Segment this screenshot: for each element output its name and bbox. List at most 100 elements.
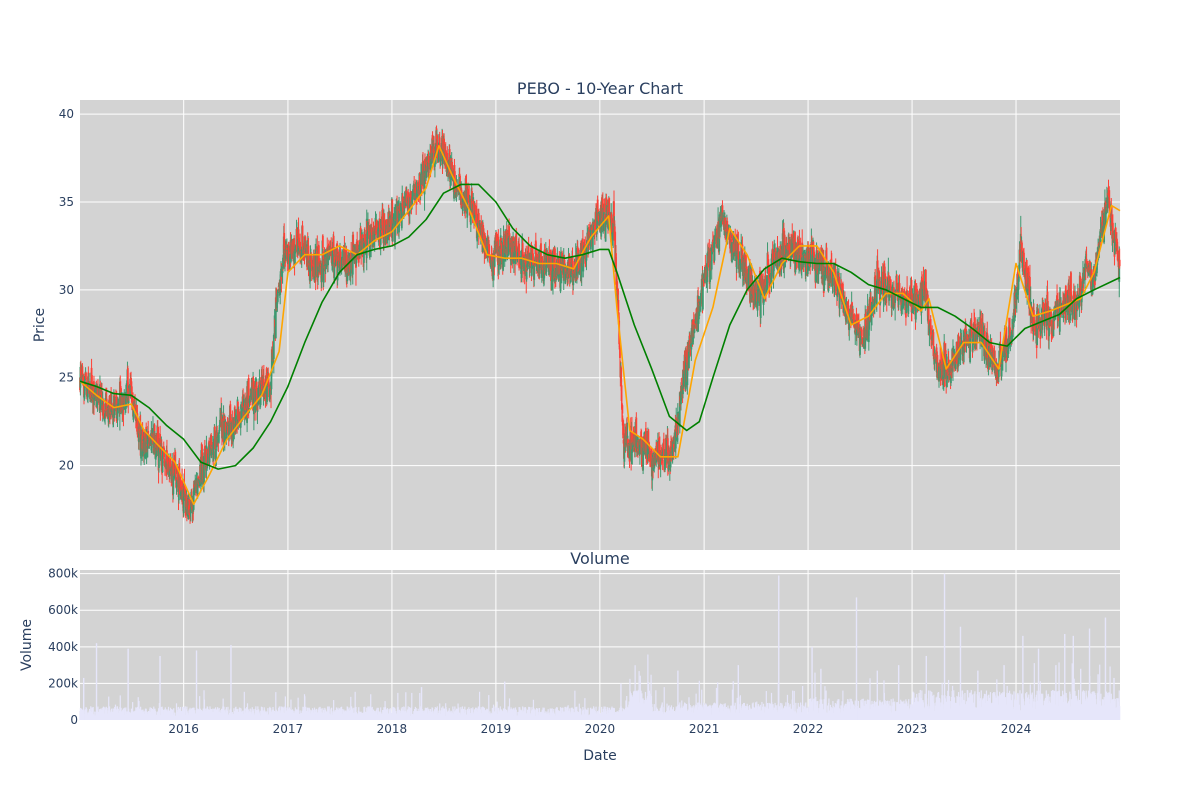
candle-body bbox=[255, 381, 258, 407]
candle-body bbox=[321, 235, 324, 248]
candle-body bbox=[201, 452, 204, 461]
candle-body bbox=[192, 488, 195, 510]
candle bbox=[622, 418, 625, 439]
candle-body bbox=[299, 241, 302, 257]
candle-body bbox=[460, 190, 463, 205]
candle-body bbox=[400, 206, 403, 229]
candle-body bbox=[124, 392, 127, 410]
candle-body bbox=[623, 446, 626, 462]
candle-body bbox=[229, 404, 232, 424]
candle-body bbox=[252, 388, 255, 415]
candle-body bbox=[620, 367, 623, 382]
candle-body bbox=[438, 137, 441, 152]
candle-body bbox=[290, 253, 292, 262]
candle-body bbox=[301, 225, 304, 247]
candle-body bbox=[131, 396, 134, 402]
candle-body bbox=[331, 247, 334, 265]
candle-body bbox=[346, 273, 349, 282]
candle-body bbox=[93, 394, 96, 400]
candle-body bbox=[113, 403, 116, 416]
candle-body bbox=[209, 445, 211, 456]
candle-body bbox=[91, 382, 94, 396]
candle-body bbox=[210, 447, 213, 456]
candle-body bbox=[193, 487, 196, 494]
candle-body bbox=[232, 431, 235, 442]
candle-body bbox=[316, 246, 319, 277]
candle-body bbox=[359, 227, 362, 242]
candle-body bbox=[458, 173, 461, 177]
candle-body bbox=[85, 372, 87, 379]
candle-body bbox=[138, 433, 140, 443]
candle bbox=[391, 223, 394, 242]
candle bbox=[315, 238, 317, 278]
candle-body bbox=[155, 435, 158, 448]
candle-body bbox=[317, 245, 320, 271]
candle-body bbox=[175, 482, 178, 485]
candle-body bbox=[141, 429, 144, 449]
candle bbox=[270, 372, 273, 395]
candle-body bbox=[228, 425, 231, 436]
candle bbox=[288, 253, 291, 270]
candle-body bbox=[604, 222, 607, 242]
candle-body bbox=[688, 335, 691, 339]
candle-body bbox=[216, 432, 219, 437]
candle-body bbox=[100, 395, 103, 405]
candle-body bbox=[297, 229, 300, 240]
candle-body bbox=[188, 499, 191, 513]
candle-body bbox=[87, 372, 90, 385]
candle-body bbox=[340, 259, 343, 271]
candle-body bbox=[254, 382, 257, 410]
candle-body bbox=[713, 241, 716, 261]
candle-body bbox=[193, 484, 195, 489]
candle-body bbox=[225, 436, 228, 439]
candle bbox=[228, 425, 231, 442]
candle-body bbox=[196, 478, 199, 495]
candle-body bbox=[322, 261, 325, 283]
candle-body bbox=[163, 448, 166, 458]
candle-body bbox=[156, 427, 159, 444]
candle-body bbox=[315, 246, 317, 276]
candle-body bbox=[375, 219, 378, 232]
candle-body bbox=[352, 234, 355, 254]
candle-body bbox=[268, 389, 271, 400]
candle-body bbox=[398, 207, 400, 233]
candle-body bbox=[423, 160, 426, 195]
candle-body bbox=[394, 210, 397, 220]
candle-body bbox=[210, 434, 213, 454]
candle-body bbox=[333, 254, 336, 280]
candle-body bbox=[134, 404, 136, 413]
candle-body bbox=[461, 206, 464, 211]
candle-body bbox=[317, 266, 319, 278]
candle-body bbox=[277, 291, 280, 293]
candle bbox=[198, 479, 201, 487]
candle-body bbox=[345, 249, 348, 275]
candle-body bbox=[384, 235, 387, 245]
candle-body bbox=[621, 405, 624, 414]
candle-body bbox=[179, 479, 182, 496]
candle-body bbox=[363, 233, 366, 243]
candle-body bbox=[169, 464, 172, 470]
candle-body bbox=[272, 335, 275, 359]
candle-body bbox=[161, 455, 164, 473]
candle-body bbox=[146, 431, 149, 449]
candle-body bbox=[279, 279, 282, 295]
candle-body bbox=[219, 420, 221, 426]
candle-body bbox=[257, 387, 260, 405]
candle-body bbox=[296, 228, 298, 250]
candle-body bbox=[533, 265, 536, 280]
candle-body bbox=[237, 401, 239, 420]
candle-body bbox=[391, 226, 394, 242]
candle-body bbox=[418, 176, 421, 196]
candle-body bbox=[244, 402, 247, 411]
candle-body bbox=[110, 392, 113, 415]
candle-body bbox=[603, 203, 606, 213]
candle-body bbox=[356, 240, 359, 251]
candle-body bbox=[261, 374, 264, 385]
candle-body bbox=[198, 480, 201, 486]
candle-body bbox=[143, 434, 146, 437]
candle-body bbox=[213, 426, 216, 431]
candle-body bbox=[103, 415, 105, 417]
candle-body bbox=[321, 263, 323, 277]
candle-body bbox=[250, 393, 252, 398]
